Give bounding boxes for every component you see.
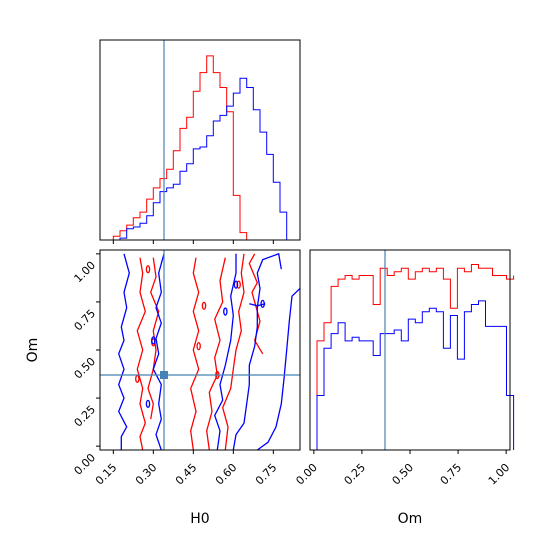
joint-y-tick-label-1: 0.25 xyxy=(72,403,99,430)
joint-x-tick-label-3: 0.60 xyxy=(213,461,240,488)
contour-red-island-1 xyxy=(135,374,140,383)
contour-blue-island-2 xyxy=(223,307,228,316)
contour-blue-1 xyxy=(152,253,165,450)
joint-x-tick-label-2: 0.45 xyxy=(173,461,200,488)
h0-om-contour-panel: 0.15 0.30 0.45 0.60 0.75 0.00 0.25 0.50 0.75 1.00 xyxy=(72,249,301,488)
joint-y-tick-label-3: 0.75 xyxy=(72,307,99,334)
contour-red-2 xyxy=(190,257,200,450)
joint-contour-group xyxy=(117,252,300,450)
h0-histogram-blue-series xyxy=(100,77,300,241)
h0-histogram-red-series xyxy=(100,55,300,241)
contour-red-3 xyxy=(206,257,226,450)
x-axis-label-h0: H0 xyxy=(190,511,209,527)
contour-blue-island-3 xyxy=(233,280,239,289)
contour-blue-3 xyxy=(232,252,282,450)
joint-x-tick-label-0: 0.15 xyxy=(93,461,120,488)
contour-red-0 xyxy=(136,257,146,450)
joint-x-tick-label-4: 0.75 xyxy=(253,461,280,488)
om-hist-x-tick-label-2: 0.50 xyxy=(390,461,417,488)
contour-red-island-3 xyxy=(201,301,207,310)
contour-blue-4 xyxy=(256,288,300,450)
contour-blue-island-1 xyxy=(151,336,156,345)
om-hist-x-tick-label-0: 0.00 xyxy=(293,461,320,488)
y-axis-label-om: Om xyxy=(25,338,41,363)
om-histogram-red-series xyxy=(310,264,515,451)
om-hist-x-tick-label-4: 1.00 xyxy=(486,461,513,488)
om-histogram-blue-series xyxy=(310,300,515,451)
joint-y-tick-label-0: 0.00 xyxy=(72,451,99,478)
h0-histogram-frame xyxy=(99,39,301,241)
contour-red-island-5 xyxy=(196,342,201,351)
contour-blue-0 xyxy=(117,253,130,450)
om-hist-x-tick-label-3: 0.75 xyxy=(438,461,465,488)
joint-y-tick-label-4: 1.00 xyxy=(72,259,99,286)
joint-frame xyxy=(99,249,301,451)
om-histogram-frame xyxy=(309,249,511,451)
joint-truth-marker xyxy=(160,371,168,379)
contour-blue-island-0 xyxy=(145,399,151,408)
joint-y-tick-label-2: 0.50 xyxy=(72,355,99,382)
contour-red-4 xyxy=(222,253,245,450)
contour-blue-island-4 xyxy=(260,299,265,308)
om-histogram-panel: 0.00 0.25 0.50 0.75 1.00 xyxy=(293,249,515,488)
om-hist-x-tick-label-1: 0.25 xyxy=(342,461,369,488)
contour-blue-5 xyxy=(249,303,266,307)
contour-red-island-0 xyxy=(145,265,151,274)
x-axis-label-om: Om xyxy=(398,511,423,527)
contour-blue-2 xyxy=(213,253,237,450)
joint-x-tick-label-1: 0.30 xyxy=(133,461,160,488)
h0-histogram-panel xyxy=(99,39,301,244)
